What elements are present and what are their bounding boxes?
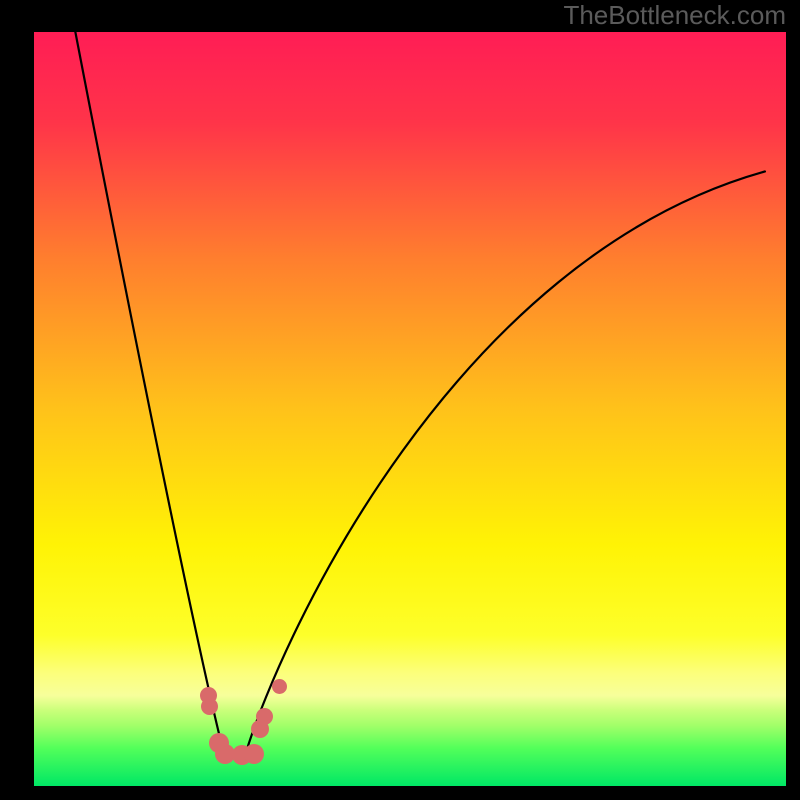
data-marker xyxy=(256,708,273,725)
data-marker xyxy=(272,679,287,694)
bottleneck-chart-container: TheBottleneck.com xyxy=(0,0,800,800)
data-marker xyxy=(244,744,264,764)
watermark-text: TheBottleneck.com xyxy=(563,2,786,28)
plot-area-gradient xyxy=(34,32,786,786)
